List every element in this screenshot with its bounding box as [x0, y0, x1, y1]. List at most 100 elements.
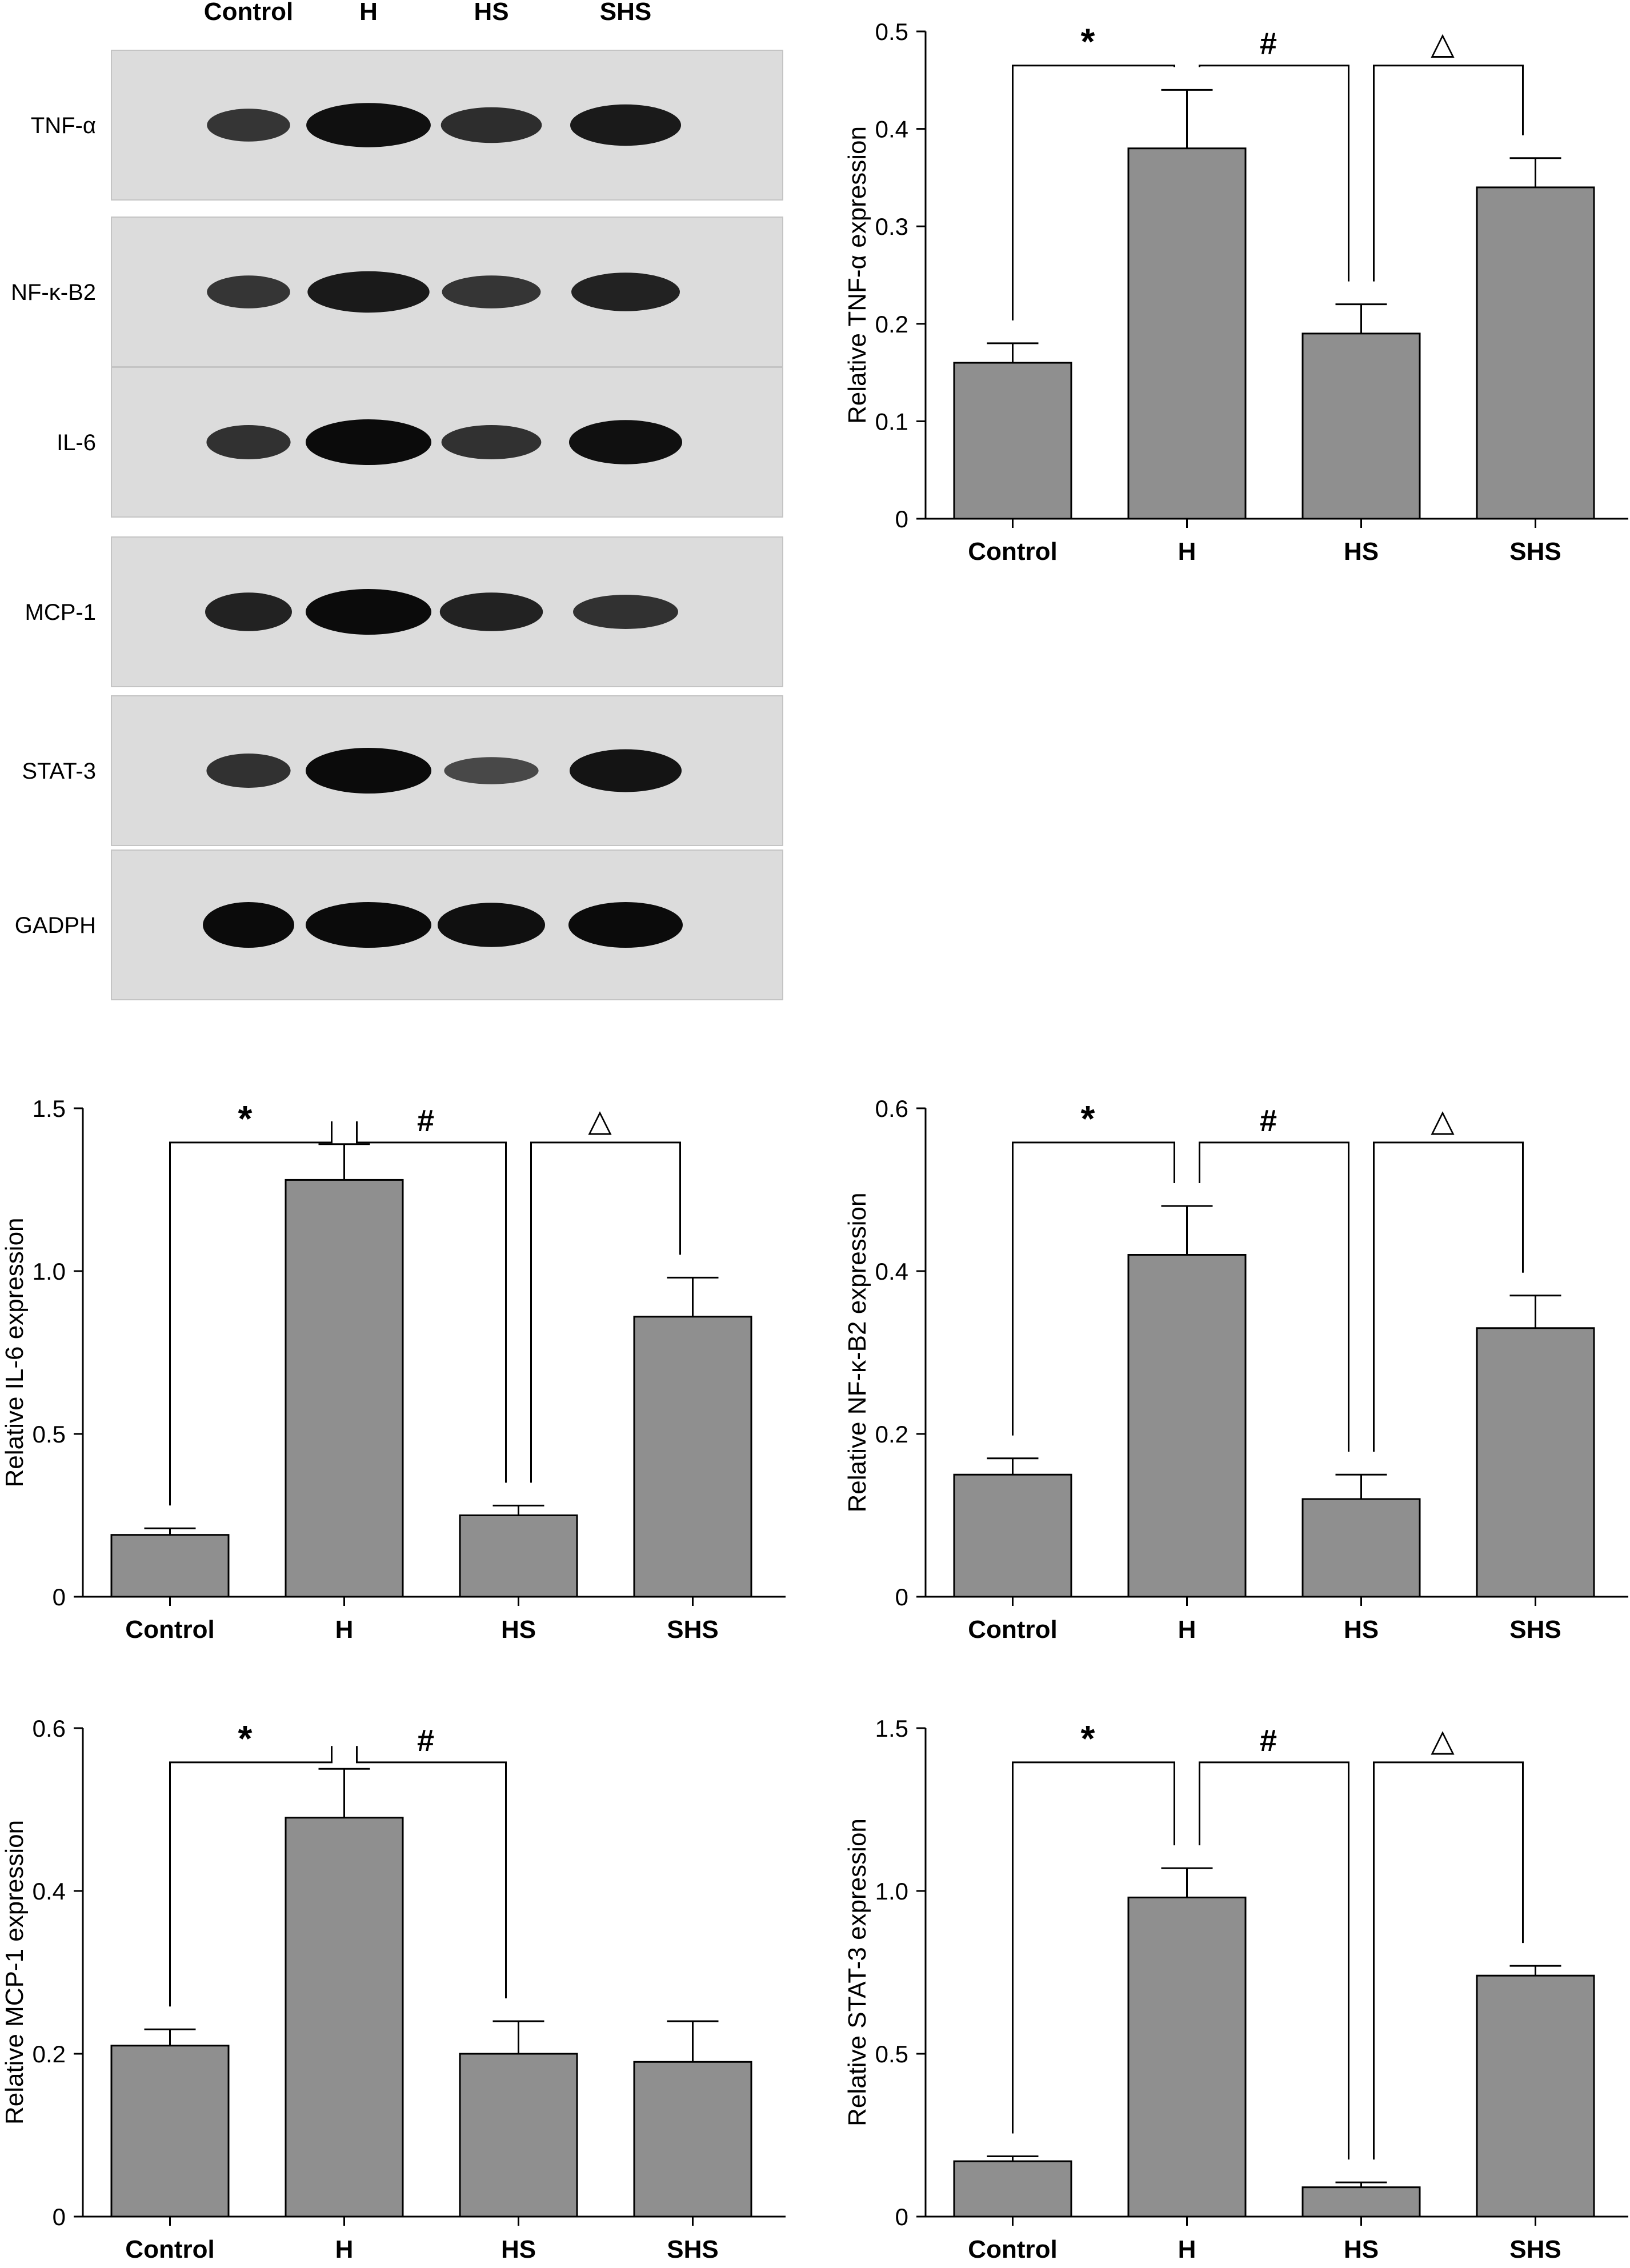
- blot-band-2-2: [441, 425, 542, 459]
- significance-bracket-1: [356, 1121, 507, 1483]
- y-tick-label-3: 0.6: [875, 1095, 908, 1122]
- blot-band-0-1: [306, 103, 431, 147]
- blot-band-2-0: [206, 425, 291, 459]
- y-tick-label-0: 0: [53, 1584, 66, 1610]
- blot-band-3-2: [439, 592, 543, 631]
- blot-band-1-1: [307, 271, 430, 313]
- bar-Control: [953, 1473, 1072, 1598]
- blot-band-5-2: [437, 903, 546, 947]
- significance-symbol-1: #: [417, 1104, 434, 1138]
- y-tick-label-2: 0.4: [33, 1878, 66, 1905]
- blot-band-5-0: [203, 902, 294, 948]
- x-tick-label-3: SHS: [667, 2235, 718, 2263]
- y-tick-label-1: 0.5: [875, 2041, 908, 2067]
- blot-row-label-2: IL-6: [57, 430, 96, 455]
- bar-HS: [1301, 2186, 1421, 2218]
- bar-Control: [110, 2045, 230, 2218]
- x-tick-label-2: HS: [1344, 2235, 1379, 2263]
- x-tick-label-0: Control: [968, 538, 1057, 566]
- significance-symbol-1: #: [1260, 1724, 1277, 1758]
- significance-bracket-2: [1373, 1761, 1524, 2160]
- y-tick-label-3: 0.6: [33, 1715, 66, 1742]
- significance-bracket-0: [1012, 1141, 1175, 1436]
- significance-bracket-0: [1012, 65, 1175, 320]
- x-tick-label-3: SHS: [667, 1616, 718, 1644]
- blot-band-4-0: [206, 754, 291, 788]
- chart-3: 0 0.2 0.4 0.6 Relative MCP-1 expression Contr…: [1, 1715, 786, 2263]
- significance-symbol-2: △: [1431, 1104, 1455, 1138]
- blot-band-1-3: [571, 273, 680, 311]
- significance-bracket-1: [356, 1746, 507, 1998]
- bar-charts: 0 0.1 0.2 0.3 0.4 0.5 Relative TNF-α expressio…: [1, 18, 1628, 2263]
- y-tick-label-2: 0.4: [875, 1258, 908, 1285]
- blot-row-label-4: STAT-3: [22, 759, 96, 784]
- significance-symbol-0: *: [1081, 1718, 1095, 1759]
- y-tick-label-2: 0.2: [875, 311, 908, 338]
- bar-HS: [459, 2053, 578, 2218]
- significance-symbol-0: *: [238, 1098, 253, 1139]
- y-axis-label: Relative NF-κ-B2 expression: [843, 1193, 871, 1513]
- x-tick-label-1: H: [335, 1616, 354, 1644]
- chart-4: 0 0.5 1.0 1.5 Relative STAT-3 expression Cont…: [843, 1715, 1628, 2263]
- y-axis-label: Relative STAT-3 expression: [843, 1818, 871, 2126]
- x-tick-label-1: H: [335, 2235, 354, 2263]
- y-tick-label-5: 0.5: [875, 18, 908, 45]
- blot-band-1-0: [207, 275, 290, 308]
- blot-row-label-5: GADPH: [15, 913, 96, 938]
- significance-symbol-2: △: [1431, 1724, 1455, 1758]
- y-tick-label-1: 0.1: [875, 408, 908, 435]
- y-tick-label-2: 1.0: [875, 1878, 908, 1905]
- blot-band-0-3: [570, 104, 681, 146]
- bar-SHS: [633, 2061, 752, 2218]
- blot-band-5-1: [306, 902, 431, 948]
- blot-band-4-2: [444, 757, 539, 784]
- x-tick-label-0: Control: [125, 1616, 214, 1644]
- blot-row-label-0: TNF-α: [31, 113, 96, 138]
- chart-1: 0 0.5 1.0 1.5 Relative IL-6 expression Contro…: [1, 1095, 786, 1644]
- bar-SHS: [1476, 1974, 1595, 2218]
- x-tick-label-1: H: [1178, 538, 1196, 566]
- x-tick-label-2: HS: [1344, 1616, 1379, 1644]
- y-tick-label-1: 0.5: [33, 1421, 66, 1448]
- chart-2: 0 0.2 0.4 0.6 Relative NF-κ-B2 expression Con…: [843, 1095, 1628, 1644]
- bar-H: [285, 1817, 404, 2218]
- significance-symbol-0: *: [238, 1718, 253, 1759]
- x-tick-label-3: SHS: [1509, 1616, 1561, 1644]
- bar-Control: [953, 2160, 1072, 2218]
- x-tick-label-2: HS: [1344, 538, 1379, 566]
- bar-SHS: [1476, 1327, 1595, 1598]
- blot-band-4-3: [570, 749, 682, 792]
- y-tick-label-2: 1.0: [33, 1258, 66, 1285]
- bar-HS: [1301, 332, 1421, 520]
- blot-lane-label-0: Control: [204, 0, 293, 26]
- x-tick-label-0: Control: [968, 2235, 1057, 2263]
- x-tick-label-1: H: [1178, 1616, 1196, 1644]
- x-tick-label-3: SHS: [1509, 2235, 1561, 2263]
- x-tick-label-0: Control: [968, 1616, 1057, 1644]
- blot-band-0-0: [207, 109, 290, 142]
- blot-band-3-1: [306, 589, 431, 635]
- significance-bracket-0: [1012, 1761, 1175, 2134]
- bar-Control: [110, 1534, 230, 1598]
- y-axis-label: Relative TNF-α expression: [843, 126, 871, 424]
- y-tick-label-0: 0: [895, 2203, 908, 2230]
- blot-row-label-1: NF-κ-B2: [11, 280, 96, 305]
- blot-band-0-2: [440, 107, 542, 143]
- bar-SHS: [633, 1316, 752, 1598]
- blot-band-5-3: [568, 902, 683, 948]
- significance-symbol-0: *: [1081, 21, 1095, 62]
- western-blot-panel: Control H HS SHS TNF-α NF-κ-B2 IL-6 MCP-1 STAT-3…: [11, 0, 783, 1000]
- significance-symbol-0: *: [1081, 1098, 1095, 1139]
- blot-band-2-1: [306, 419, 431, 465]
- blot-lane-label-1: H: [359, 0, 378, 26]
- blot-band-3-0: [205, 592, 292, 631]
- blot-band-1-2: [442, 275, 541, 308]
- significance-symbol-1: #: [417, 1724, 434, 1758]
- y-tick-label-0: 0: [895, 506, 908, 532]
- blot-band-3-3: [573, 595, 678, 629]
- y-tick-label-0: 0: [895, 1584, 908, 1610]
- y-tick-label-1: 0.2: [33, 2041, 66, 2067]
- significance-symbol-1: #: [1260, 27, 1277, 61]
- bar-H: [1127, 1896, 1247, 2218]
